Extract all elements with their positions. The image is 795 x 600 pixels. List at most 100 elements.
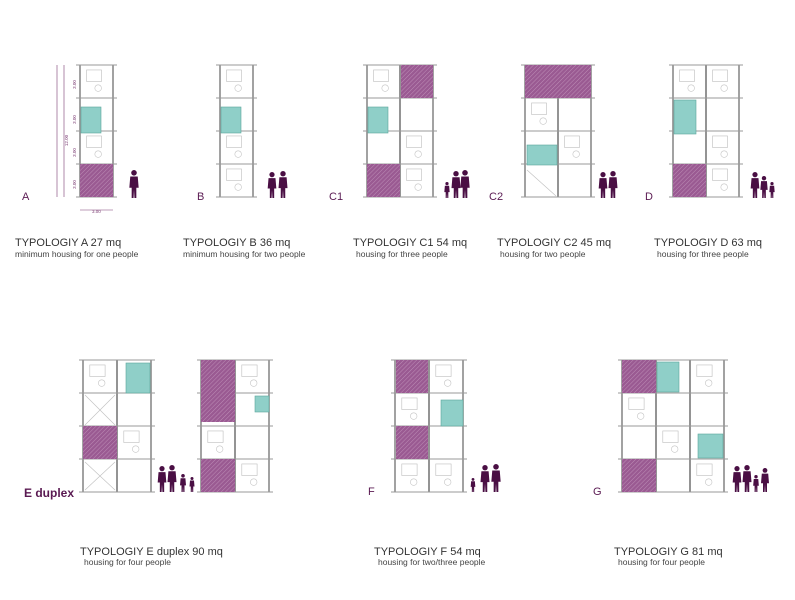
plan-f-f4-bed xyxy=(401,463,418,476)
dimension-segment-2: 3.00 xyxy=(71,115,77,124)
figure-child xyxy=(769,182,775,198)
dimension-segment-1: 3.00 xyxy=(71,80,77,89)
typology-letter-b: B xyxy=(197,191,205,203)
plan-e-right-bottom-purple-cell xyxy=(201,459,235,492)
typology-subtitle-c2: housing for two people xyxy=(500,249,586,259)
plan-e-rf1-table xyxy=(250,379,258,387)
plan-e-rf3-bed xyxy=(207,430,224,443)
plan-e-f1-table xyxy=(98,379,106,387)
plan-d-f3-table xyxy=(720,150,728,158)
plan-c2-f2-table xyxy=(539,117,547,125)
plan-d-purple-cell xyxy=(673,164,706,197)
figure-person xyxy=(750,172,760,198)
plan-c1-f4-table xyxy=(414,183,422,191)
plan-e-rf4-bed xyxy=(241,463,258,476)
plan-c1-f1-table xyxy=(381,84,389,92)
dimension-width: 3.00 xyxy=(92,209,101,214)
typology-letter-g: G xyxy=(593,486,602,498)
typology-subtitle-g: housing for four people xyxy=(618,557,705,567)
plan-g-f2-table xyxy=(637,412,645,420)
plan-g-f3-bed xyxy=(662,430,679,443)
plan-c1-f4-bed xyxy=(406,168,422,181)
plan-b-f4-table xyxy=(234,183,242,191)
plan-e-f3-table xyxy=(132,445,140,453)
plan-f-f1-bed xyxy=(435,364,452,377)
typology-subtitle-a: minimum housing for one people xyxy=(15,249,139,259)
figure-person xyxy=(598,172,608,198)
plan-b-f4-bed xyxy=(226,168,242,181)
plan-d-f3-bed xyxy=(712,135,728,148)
figure-child xyxy=(444,182,450,198)
typology-subtitle-f: housing for two/three people xyxy=(378,557,486,567)
figure-person xyxy=(761,468,769,492)
plan-e-right-teal-cell xyxy=(254,395,270,413)
dimension-segment-4: 3.00 xyxy=(71,180,77,189)
figure-child xyxy=(189,477,195,492)
figure-person xyxy=(278,171,288,198)
dimension-total-height: 12.00 xyxy=(64,134,70,147)
plan-a-teal-cell xyxy=(80,106,102,134)
figure-person xyxy=(129,170,139,198)
typology-title-c1: TYPOLOGIY C1 54 mq xyxy=(353,237,468,249)
plan-c1-teal-cell xyxy=(367,106,389,134)
plan-c2-purple-cell xyxy=(525,65,591,98)
plan-d-f4-bed xyxy=(712,168,728,181)
plan-c2-f2-bed xyxy=(531,102,547,115)
plan-c1-f1-bed xyxy=(373,69,389,82)
typology-title-c2: TYPOLOGIY C2 45 mq xyxy=(497,237,612,249)
plan-g-f1-bed xyxy=(696,364,713,377)
plan-d-f1-table xyxy=(687,84,695,92)
plan-f-f2-table xyxy=(410,412,418,420)
plan-d-f4-table xyxy=(720,183,728,191)
dimension-segment-3: 3.00 xyxy=(71,148,77,157)
figure-child xyxy=(180,474,186,492)
plan-e-right-2-purple-cell xyxy=(201,393,235,422)
plan-e-right-purple-cell xyxy=(201,360,235,393)
plan-c2-teal-cell xyxy=(526,144,558,166)
typology-title-a: TYPOLOGIY A 27 mq xyxy=(15,237,122,249)
plan-g-f2-bed xyxy=(628,397,645,410)
plan-a-purple-cell xyxy=(80,164,113,197)
plan-g-purple-cell xyxy=(622,360,656,393)
plan-b-f1-bed xyxy=(226,69,242,82)
plan-f-3-purple-cell xyxy=(396,426,428,459)
figure-person xyxy=(491,464,501,492)
plan-a-f1-table xyxy=(94,84,102,92)
typology-subtitle-b: minimum housing for two people xyxy=(183,249,306,259)
plan-d-f1r-table xyxy=(720,84,728,92)
typology-title-b: TYPOLOGIY B 36 mq xyxy=(183,237,291,249)
plan-b-f3-bed xyxy=(226,135,242,148)
plan-b-f1-table xyxy=(234,84,242,92)
typology-letter-d: D xyxy=(645,191,653,203)
typology-letter-c1: C1 xyxy=(329,191,344,203)
typology-letter-f: F xyxy=(368,486,375,498)
figure-person xyxy=(157,466,167,492)
figure-person xyxy=(760,176,768,198)
plan-c1-f3-bed xyxy=(406,135,422,148)
plan-e-rf4-table xyxy=(250,478,258,486)
plan-a-f3-table xyxy=(94,150,102,158)
plan-c1-f3-table xyxy=(414,150,422,158)
plan-g-f3-table xyxy=(671,445,679,453)
figure-person xyxy=(451,171,461,198)
typology-subtitle-c1: housing for three people xyxy=(356,249,448,259)
plan-f-f1-table xyxy=(444,379,452,387)
plan-e-left-purple-cell xyxy=(83,426,117,459)
plan-f-f4-table xyxy=(410,478,418,486)
plan-c1-purple-cell xyxy=(401,65,433,98)
plan-f-teal-cell xyxy=(440,399,464,427)
plan-c2-f3-bed xyxy=(564,135,580,148)
plan-g-bottom-purple-cell xyxy=(622,459,656,492)
figure-person xyxy=(608,171,618,198)
plan-b-f3-table xyxy=(234,150,242,158)
plan-e-f3-bed xyxy=(123,430,140,443)
plan-c1-bottom-purple-cell xyxy=(367,164,400,197)
plan-f-f4r-bed xyxy=(435,463,452,476)
figure-person xyxy=(460,170,470,198)
plan-e-f1-bed xyxy=(89,364,106,377)
typology-title-e: TYPOLOGIY E duplex 90 mq xyxy=(80,546,223,558)
typology-title-d: TYPOLOGIY D 63 mq xyxy=(654,237,763,249)
plan-b-teal-cell xyxy=(220,106,242,134)
